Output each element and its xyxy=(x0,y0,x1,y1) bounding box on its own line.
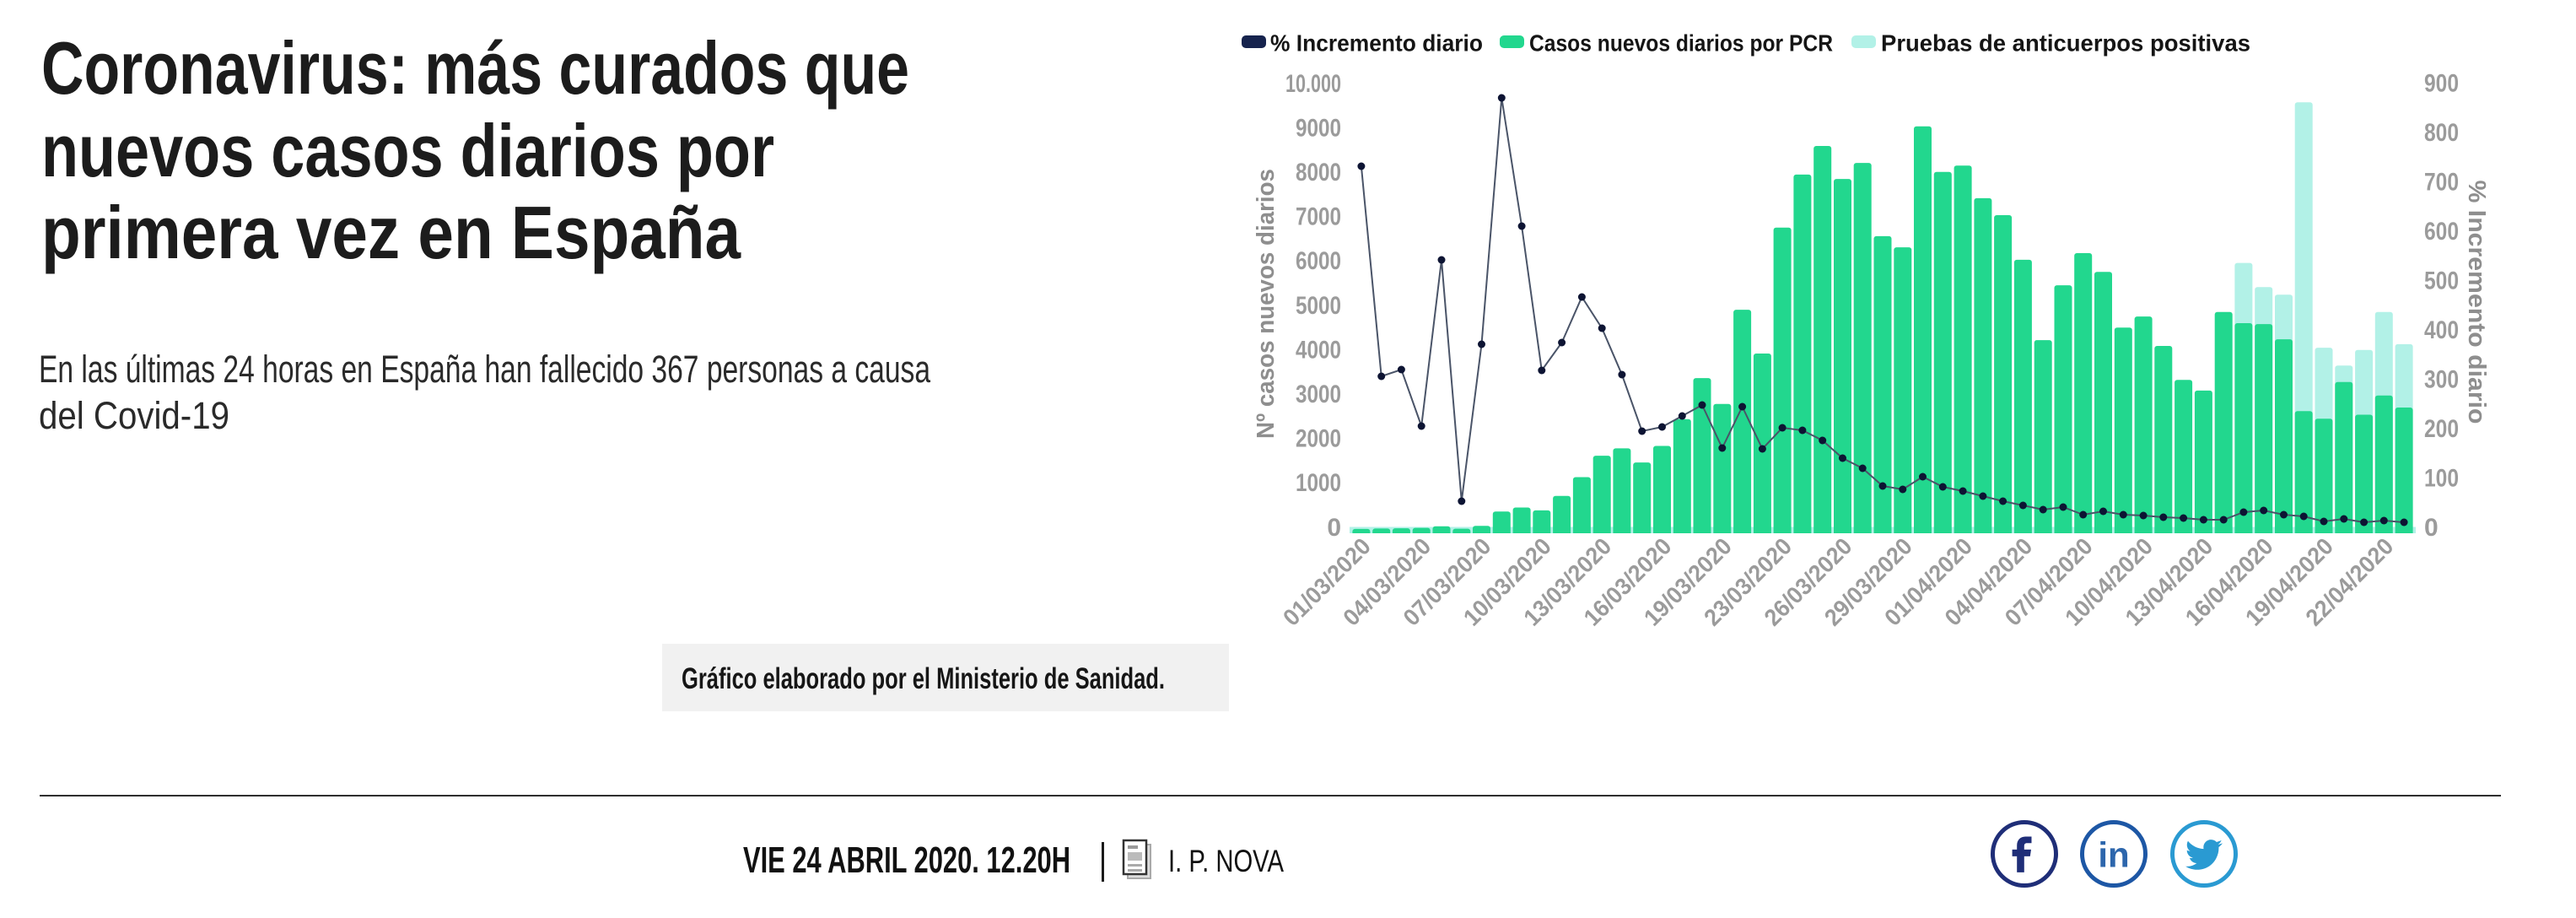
svg-text:Casos nuevos diarios por PCR: Casos nuevos diarios por PCR xyxy=(1529,30,1833,57)
svg-text:7000: 7000 xyxy=(1296,203,1341,231)
svg-text:% Incremento diario: % Incremento diario xyxy=(1270,30,1483,57)
svg-text:0: 0 xyxy=(2424,514,2439,542)
svg-text:Pruebas de anticuerpos positiv: Pruebas de anticuerpos positivas xyxy=(1881,30,2250,57)
svg-text:0: 0 xyxy=(1327,514,1341,542)
svg-text:500: 500 xyxy=(2424,267,2459,294)
svg-text:3000: 3000 xyxy=(1296,381,1341,408)
svg-text:600: 600 xyxy=(2424,218,2459,246)
svg-text:4000: 4000 xyxy=(1296,336,1341,364)
svg-text:700: 700 xyxy=(2424,168,2459,196)
svg-text:2000: 2000 xyxy=(1296,425,1341,453)
svg-text:5000: 5000 xyxy=(1296,292,1341,320)
svg-text:10.000: 10.000 xyxy=(1285,70,1341,98)
svg-text:100: 100 xyxy=(2424,464,2459,492)
svg-text:8000: 8000 xyxy=(1296,159,1341,186)
svg-text:9000: 9000 xyxy=(1296,114,1341,142)
svg-text:1000: 1000 xyxy=(1296,469,1341,497)
svg-text:% Incremento diario: % Incremento diario xyxy=(2463,181,2490,424)
svg-text:200: 200 xyxy=(2424,415,2459,443)
svg-text:in: in xyxy=(2098,835,2129,875)
svg-text:400: 400 xyxy=(2424,316,2459,344)
svg-text:300: 300 xyxy=(2424,365,2459,393)
svg-text:6000: 6000 xyxy=(1296,247,1341,275)
svg-text:900: 900 xyxy=(2424,69,2459,97)
svg-text:Nº casos nuevos diarios: Nº casos nuevos diarios xyxy=(1253,169,1280,439)
svg-text:800: 800 xyxy=(2424,119,2459,147)
